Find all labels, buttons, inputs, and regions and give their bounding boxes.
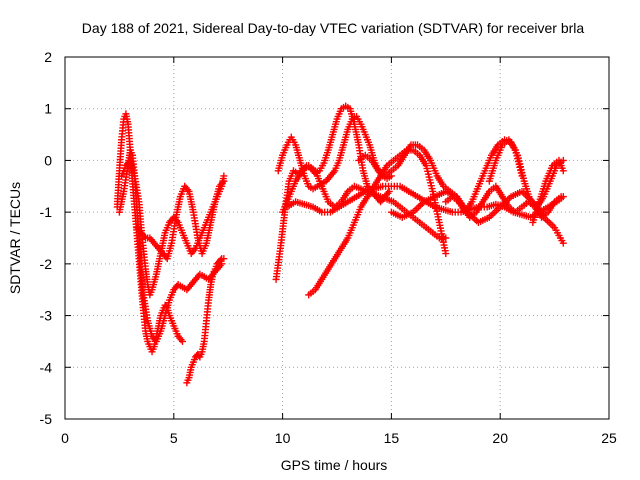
y-tick-label: -2 bbox=[40, 256, 53, 272]
plot-frame bbox=[64, 56, 610, 420]
data-point bbox=[518, 172, 526, 180]
y-tick-label: 1 bbox=[44, 101, 52, 117]
data-point bbox=[385, 187, 393, 195]
data-point bbox=[220, 255, 228, 263]
chart-title: Day 188 of 2021, Sidereal Day-to-day VTE… bbox=[82, 20, 585, 36]
series-track-11 bbox=[355, 141, 565, 221]
y-tick-label: -4 bbox=[40, 359, 53, 375]
data-point bbox=[557, 193, 565, 201]
data-point bbox=[442, 250, 450, 258]
x-tick-label: 15 bbox=[384, 430, 400, 446]
series-track-7 bbox=[274, 112, 395, 193]
x-axis-label: GPS time / hours bbox=[281, 457, 388, 473]
x-tick-label: 25 bbox=[601, 430, 617, 446]
series-track-8 bbox=[279, 162, 450, 242]
data-point bbox=[220, 177, 228, 185]
y-axis-ticks: -5 -4 -3 -2 -1 0 1 2 bbox=[40, 49, 609, 427]
series-track-4 bbox=[133, 177, 228, 263]
y-tick-label: -3 bbox=[40, 308, 53, 324]
x-tick-label: 0 bbox=[61, 430, 69, 446]
data-point bbox=[179, 337, 187, 345]
y-tick-label: -5 bbox=[40, 411, 53, 427]
x-tick-label: 5 bbox=[170, 430, 178, 446]
series-track-15 bbox=[529, 156, 567, 226]
y-axis-label: SDTVAR / TECUs bbox=[7, 182, 23, 294]
data-point bbox=[559, 239, 567, 247]
data-points bbox=[113, 102, 567, 387]
y-tick-label: -1 bbox=[40, 204, 53, 220]
series-track-14 bbox=[485, 136, 526, 185]
y-tick-label: 2 bbox=[44, 49, 52, 65]
data-point bbox=[559, 167, 567, 175]
x-tick-label: 10 bbox=[275, 430, 291, 446]
series-track-5 bbox=[183, 255, 228, 387]
data-point bbox=[217, 256, 225, 264]
y-tick-label: 0 bbox=[44, 152, 52, 168]
x-tick-label: 20 bbox=[492, 430, 508, 446]
